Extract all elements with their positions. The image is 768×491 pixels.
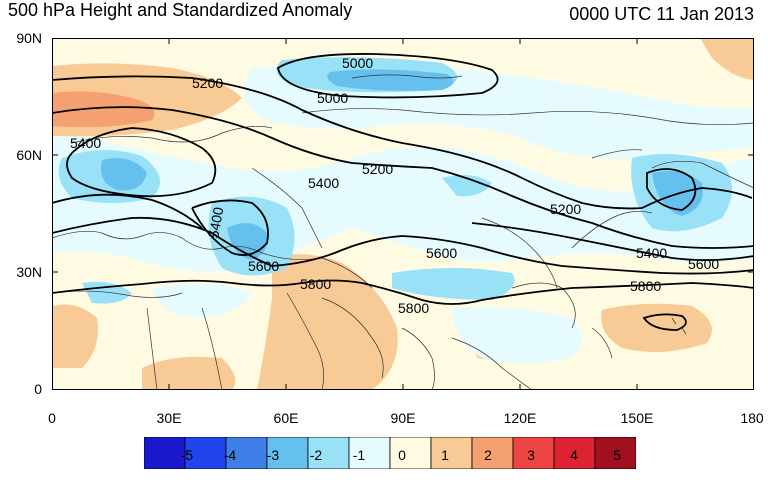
colorbar-swatch [430,437,473,469]
map-timestamp: 0000 UTC 11 Jan 2013 [569,4,754,24]
contour-label: 5800 [630,278,661,294]
lat-label-30n: 30N [16,264,42,280]
contour-5400-low [191,199,269,256]
contour-label: 5200 [550,201,581,217]
colorbar-label: 2 [484,447,492,463]
colorbar-label: -4 [223,447,237,463]
contour-5400-ne [646,168,697,211]
colorbar-label: 4 [570,447,578,463]
contour-label: 5000 [317,90,348,106]
lon-label-90e: 90E [390,410,416,426]
colorbar-label: -2 [309,447,323,463]
contour-label: 5800 [300,276,331,292]
colorbar-swatch [389,437,432,469]
contour-5200b [66,127,217,198]
colorbar-label: 0 [398,447,406,463]
lon-label-120e: 120E [503,410,537,426]
contour-5600-extra [52,193,754,261]
colorbar-swatch [144,437,186,469]
contour-5600 [52,216,754,275]
contour-5800 [52,279,754,305]
colorbar-swatch [553,437,596,469]
anomaly-map: 5000 5000 5200 5200 5200 5400 5400 5400 … [52,38,754,390]
lon-label-60e: 60E [273,410,299,426]
colorbar-label: 3 [527,447,535,463]
contour-5800-ne [642,313,687,331]
colorbar-swatch [266,437,309,469]
contour-label: 5400 [636,245,667,261]
height-contours [52,53,754,331]
colorbar-swatch [594,437,636,469]
contour-label: 5200 [362,161,393,177]
contour-label: 5000 [342,55,373,71]
colorbar-label: -1 [352,447,366,463]
contour-label: 5200 [192,75,223,91]
colorbar-swatch [348,437,391,469]
colorbar-swatch [184,437,227,469]
lat-label-eq: 0 [34,381,42,397]
lon-label-30e: 30E [156,410,182,426]
colorbar-label: 1 [441,447,449,463]
map-frame [52,38,754,390]
colorbar-label: -5 [180,447,194,463]
contour-5000 [277,53,499,99]
contour-label: 5600 [248,258,279,274]
map-title: 500 hPa Height and Standardized Anomaly [8,0,353,20]
contour-label: 5600 [688,256,719,272]
colorbar [144,437,636,469]
lon-label-0: 0 [48,410,56,426]
strong-positive-anomaly-fills [52,91,155,128]
lat-label-90n: 90N [16,30,42,46]
lon-label-180: 180 [740,410,764,426]
contour-label: 5400 [205,206,226,240]
colorbar-label: -3 [266,447,280,463]
contour-label: 5400 [70,135,101,151]
contour-5400 [52,106,754,249]
contour-label: 5600 [426,245,457,261]
contour-label: 5400 [308,175,339,191]
lon-label-150e: 150E [620,410,654,426]
contour-label: 5800 [398,300,429,316]
colorbar-swatch [471,437,514,469]
lat-label-60n: 60N [16,147,42,163]
colorbar-label: 5 [613,447,621,463]
